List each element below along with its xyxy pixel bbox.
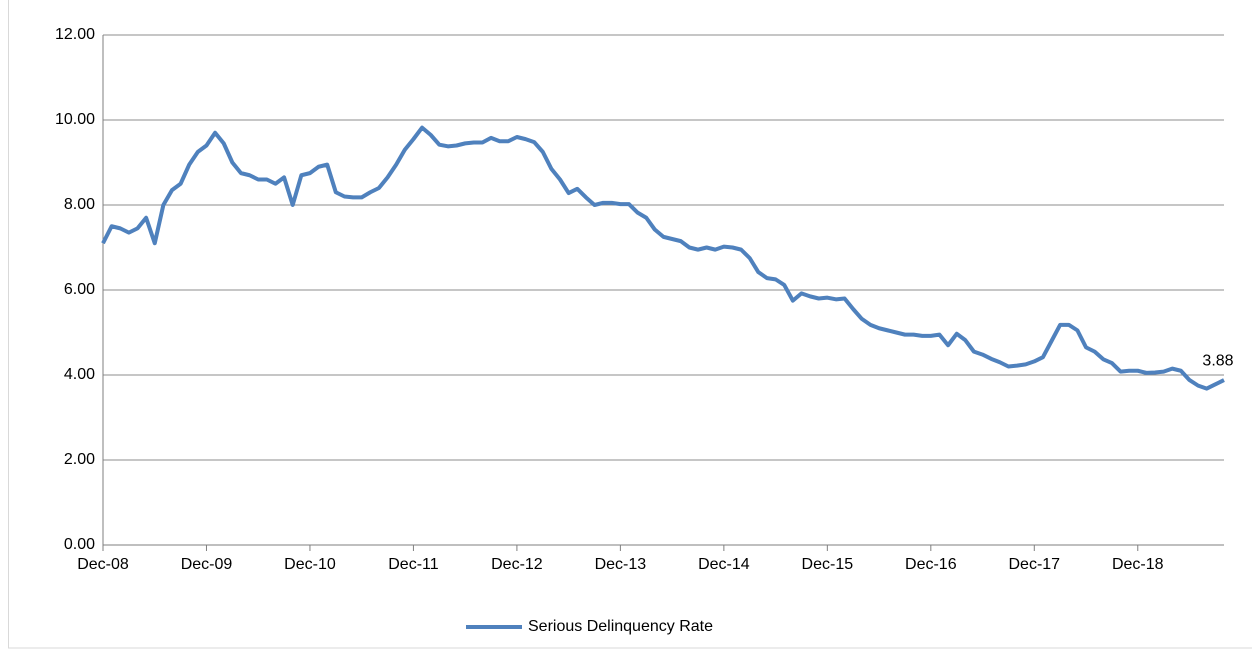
x-tick-label: Dec-08 — [77, 556, 129, 573]
x-tick-label: Dec-09 — [181, 556, 233, 573]
data-line — [101, 125, 1225, 391]
y-tick-label: 12.00 — [55, 26, 95, 43]
x-tick-label: Dec-18 — [1112, 556, 1164, 573]
x-tick-label: Dec-15 — [802, 556, 854, 573]
x-tick-label: Dec-17 — [1009, 556, 1061, 573]
y-tick-label: 2.00 — [64, 451, 95, 468]
x-tick-label: Dec-12 — [491, 556, 543, 573]
y-tick-label: 10.00 — [55, 111, 95, 128]
x-tick-label: Dec-10 — [284, 556, 336, 573]
x-tick-label: Dec-16 — [905, 556, 957, 573]
x-tick-label: Dec-14 — [698, 556, 750, 573]
x-tick-label: Dec-11 — [388, 556, 438, 573]
y-tick-label: 0.00 — [64, 536, 95, 553]
legend-label: Serious Delinquency Rate — [528, 618, 713, 635]
x-tick-label: Dec-13 — [595, 556, 647, 573]
y-tick-label: 6.00 — [64, 281, 95, 298]
chart-frame — [8, 0, 1252, 649]
data-label: 3.88 — [1202, 352, 1233, 369]
y-tick-label: 4.00 — [64, 366, 95, 383]
y-tick-label: 8.00 — [64, 196, 95, 213]
